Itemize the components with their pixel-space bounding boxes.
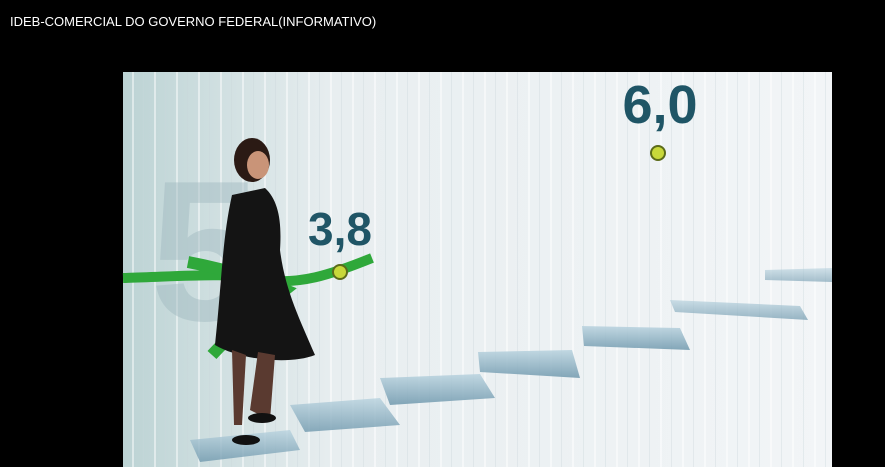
video-title: IDEB-COMERCIAL DO GOVERNO FEDERAL(INFORM… — [10, 14, 376, 29]
scene: 5 3,8 6,0 — [123, 72, 832, 467]
score-label: 3,8 — [308, 203, 372, 255]
page: IDEB-COMERCIAL DO GOVERNO FEDERAL(INFORM… — [0, 0, 885, 467]
score-label: 6,0 — [622, 75, 697, 135]
marker-dot — [333, 265, 347, 279]
video-frame: IDEB-COMERCIAL DO GOVERNO FEDERAL(INFORM… — [0, 0, 885, 467]
marker-dot — [651, 146, 665, 160]
